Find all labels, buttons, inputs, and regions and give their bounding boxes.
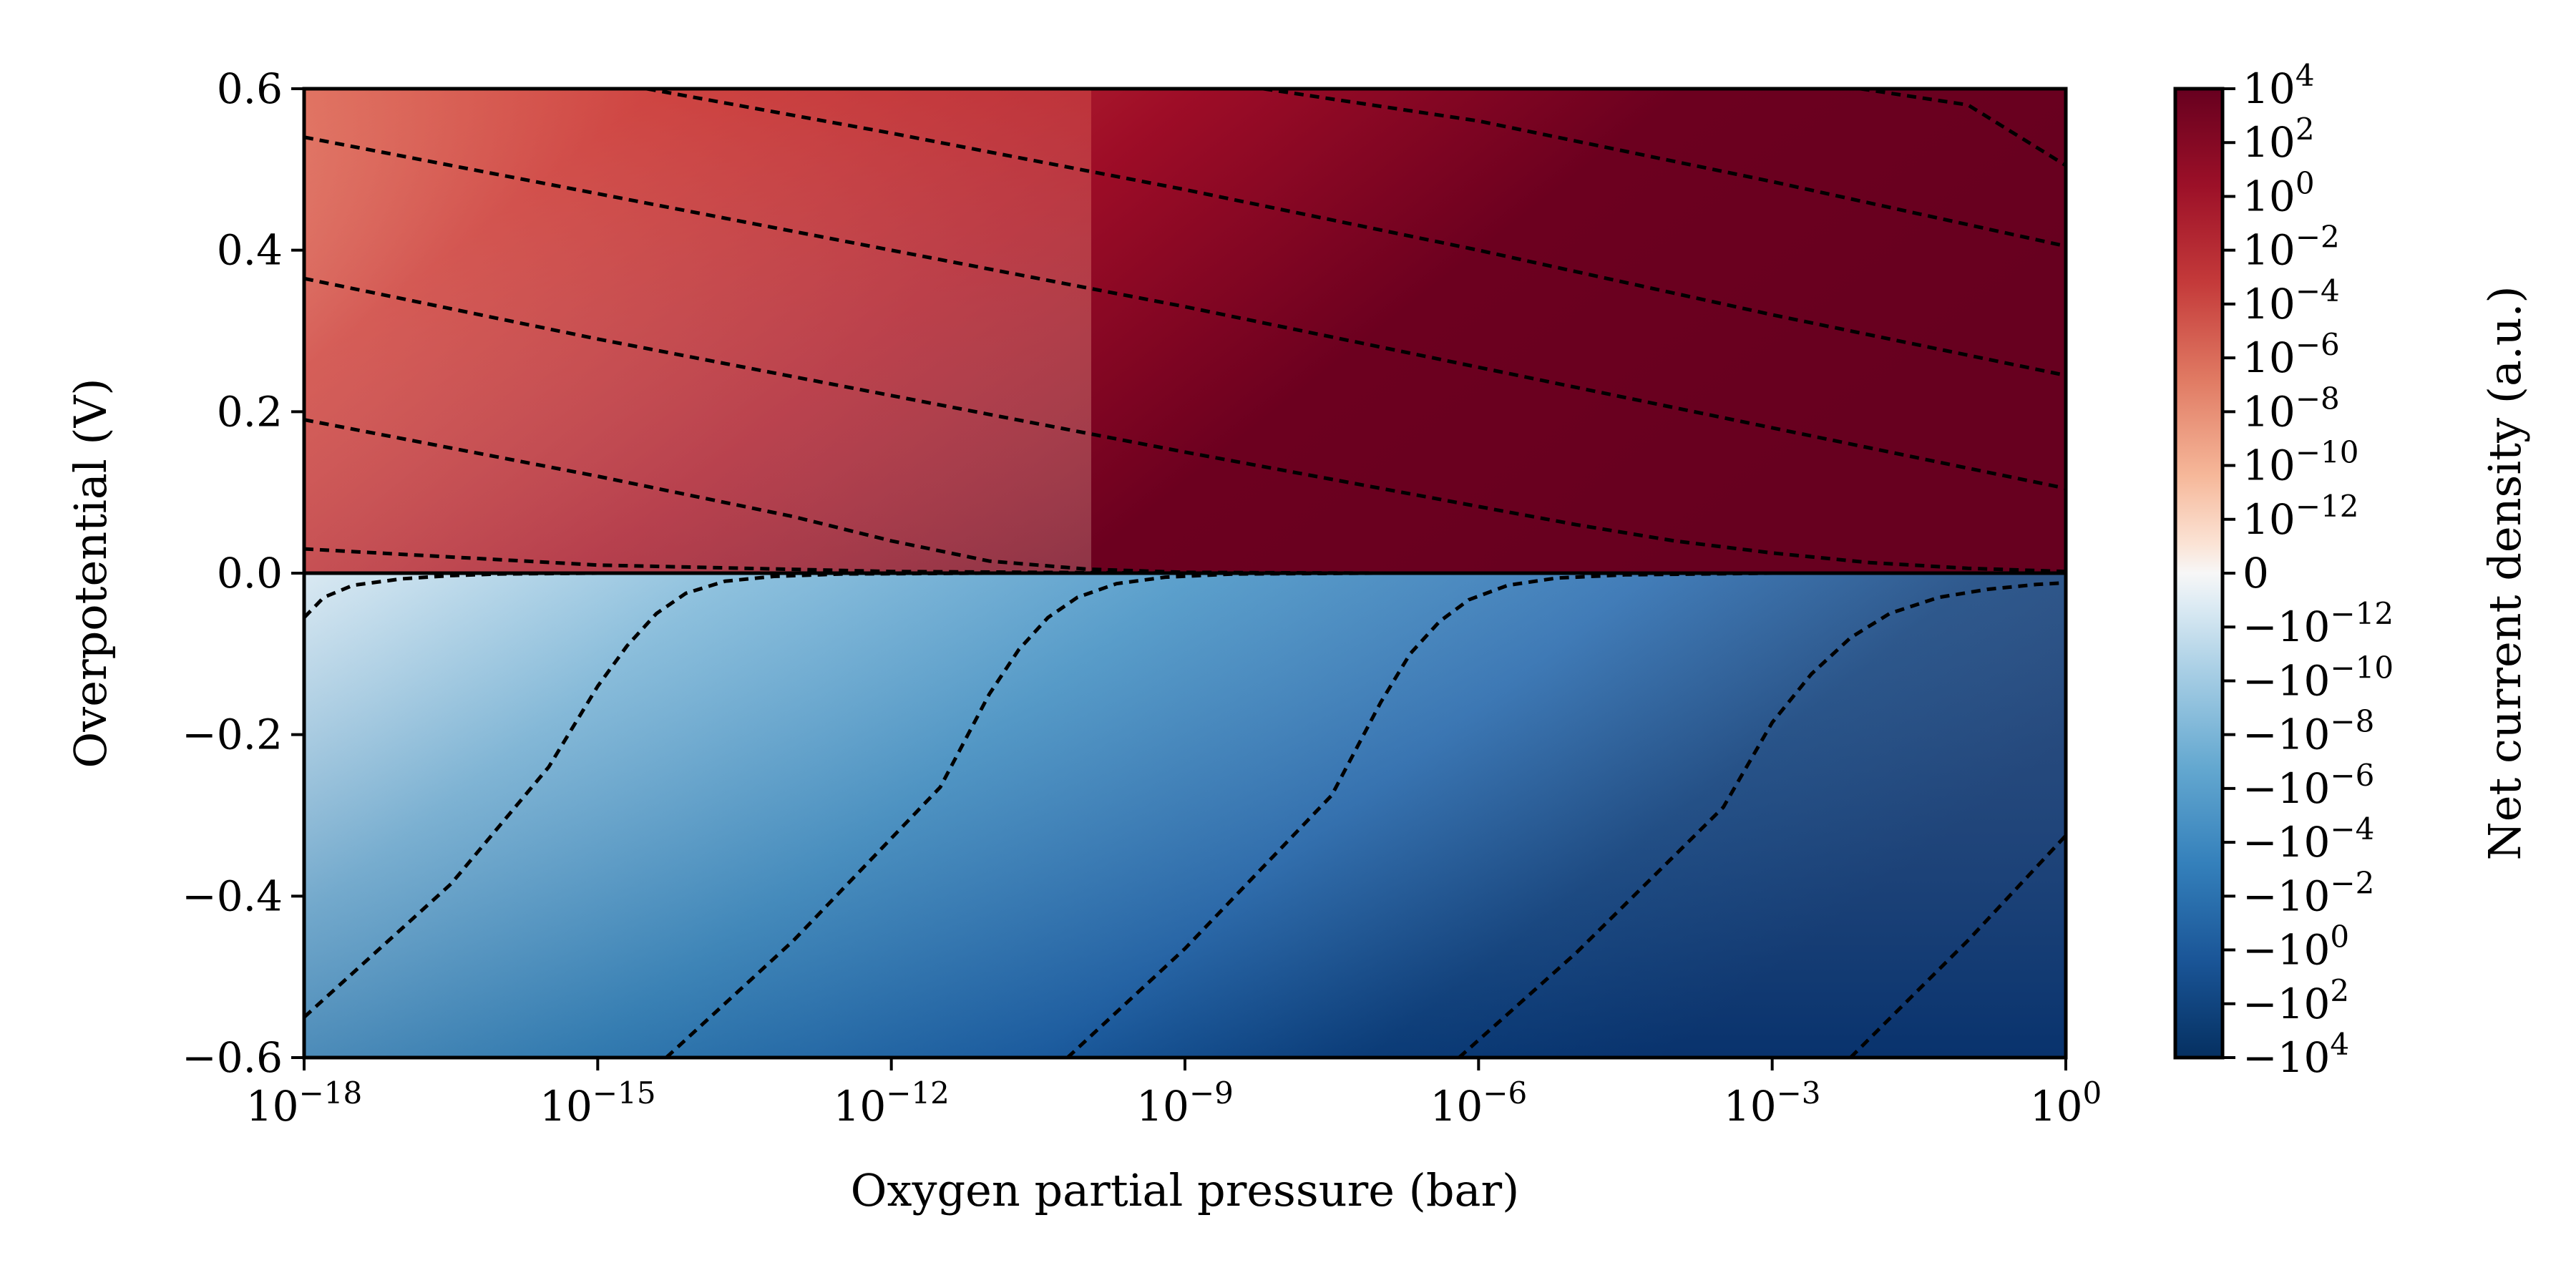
y-tick-label: 0.2 [217,387,283,436]
colorbar-tick-label: −10−12 [2243,596,2394,652]
colorbar-tick-label: 10−6 [2243,327,2340,383]
x-tick-label: 10−3 [1724,1075,1821,1131]
colorbar-tick-label: 100 [2243,165,2315,221]
y-axis: 0.6 0.4 0.2 0.0 −0.2 −0.4 −0.6 [182,64,304,1082]
y-tick-label: −0.4 [182,872,283,920]
colorbar [2173,87,2225,1060]
colorbar-tick-label: −102 [2243,972,2349,1028]
y-tick-label: −0.2 [182,711,283,759]
colorbar-tick-label: 10−4 [2243,273,2340,328]
colorbar-tick-label: 102 [2243,112,2315,167]
colorbar-tick-label: −10−8 [2243,703,2374,759]
colorbar-tick-label: 10−10 [2243,434,2358,490]
colorbar-label: Net current density (a.u.) [2479,286,2531,860]
x-tick-label: 100 [2030,1075,2102,1131]
anodic-contour-line [1263,89,2066,248]
y-axis-label: Overpotential (V) [64,378,117,768]
cathodic-region-shade [304,573,2066,1058]
anodic-region-shade [304,89,1091,573]
colorbar-tick-label: −100 [2243,919,2349,975]
colorbar-tick-label: −104 [2243,1027,2349,1083]
colorbar-tick-label: 104 [2243,58,2315,114]
colorbar-tick-label: −10−2 [2243,865,2374,921]
x-tick-label: 10−9 [1136,1075,1234,1131]
anodic-contour-line [1860,89,2066,167]
cathodic-contour-line [304,571,990,1019]
colorbar-tick-label: 10−8 [2243,381,2340,436]
cathodic-contour-line [1849,834,2066,1058]
x-axis: 10−18 10−15 10−12 10−9 10−6 10−3 100 [246,1058,2102,1131]
x-axis-label: Oxygen partial pressure (bar) [851,1164,1520,1216]
anodic-contour-line [304,276,2066,574]
colorbar-tick-label: −10−4 [2243,811,2374,867]
y-tick-label: −0.6 [182,1033,283,1082]
colorbar-tick-label: 10−2 [2243,219,2340,275]
plot-area [304,89,2066,1058]
colorbar-tick-label: 10−12 [2243,488,2358,544]
cathodic-contour-line [665,571,1381,1058]
y-tick-label: 0.4 [217,226,283,275]
y-tick-label: 0.0 [217,549,283,597]
anodic-contour-line [304,135,2066,490]
colorbar-tick-label: −10−6 [2243,757,2374,813]
y-tick-label: 0.6 [217,64,283,113]
x-tick-label: 10−15 [540,1075,655,1131]
x-tick-label: 10−12 [833,1075,949,1131]
x-tick-label: 10−18 [246,1075,362,1131]
colorbar-tick-label: 0 [2243,549,2269,597]
colorbar-tick-label: −10−10 [2243,650,2394,706]
cathodic-contour-line [1066,571,1772,1058]
cathodic-contour-line [1458,581,2066,1058]
colorbar-ticks: 10410210010−210−410−610−810−1010−120−10−… [2223,58,2394,1083]
anodic-contour-line [646,89,2066,378]
x-tick-label: 10−6 [1430,1075,1527,1131]
